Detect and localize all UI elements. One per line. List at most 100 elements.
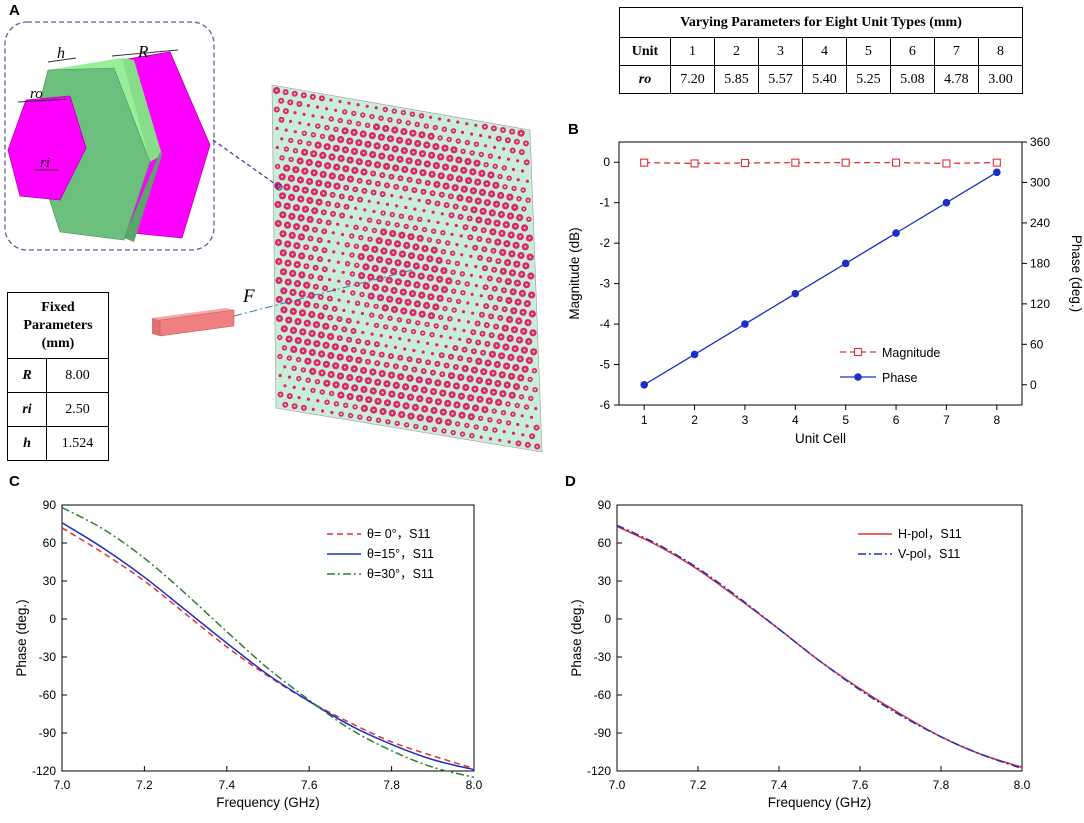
metasurface-cell <box>325 107 329 111</box>
y-tick-label: -90 <box>39 726 57 740</box>
metasurface-cell-hole <box>323 230 326 233</box>
metasurface-cell-hole <box>380 353 383 356</box>
metasurface-cell-hole <box>275 89 278 92</box>
metasurface-cell <box>342 289 346 293</box>
metasurface-cell-hole <box>325 344 328 347</box>
metasurface-cell-hole <box>522 207 525 210</box>
metasurface-cell <box>280 137 284 141</box>
metasurface-cell-hole <box>502 411 505 414</box>
metasurface-cell-hole <box>497 137 500 140</box>
metasurface-cell-hole <box>324 325 327 328</box>
metasurface-cell-hole <box>410 254 413 257</box>
metasurface-cell-hole <box>518 339 521 341</box>
metasurface-cell-hole <box>405 404 408 407</box>
substrate-side-face <box>122 58 162 162</box>
metasurface-cell-hole <box>446 242 449 244</box>
metasurface-cell-hole <box>357 340 360 343</box>
metasurface-cell-hole <box>400 413 403 416</box>
y-tick-label: 90 <box>598 498 612 512</box>
metasurface-cell-hole <box>501 373 504 376</box>
metasurface-cell-hole <box>353 367 356 370</box>
metasurface-cell-hole <box>340 176 343 179</box>
metasurface-cell-hole <box>413 387 416 390</box>
metasurface-cell-hole <box>487 239 490 242</box>
metasurface-cell-hole <box>420 114 423 117</box>
metasurface-cell <box>365 104 369 108</box>
y-tick-label-left: -5 <box>599 358 610 372</box>
metasurface-cell-hole <box>417 180 420 183</box>
metasurface-cell-hole <box>297 320 299 323</box>
metasurface-cell-hole <box>328 297 331 300</box>
metasurface-cell-hole <box>525 406 528 409</box>
metasurface-cell-hole <box>429 295 432 298</box>
metasurface-cell-hole <box>499 316 502 319</box>
metasurface-cell-hole <box>517 442 520 445</box>
y-tick-label: 0 <box>49 612 56 626</box>
fixed-row: h 1.524 <box>7 426 109 461</box>
metasurface-cell-hole <box>376 182 379 185</box>
metasurface-cell-hole <box>469 236 472 239</box>
metasurface-cell <box>320 115 324 119</box>
metasurface-cell <box>525 179 530 183</box>
unit-cell: 1 <box>670 37 715 66</box>
metasurface-cell <box>479 435 483 439</box>
metasurface-cell-hole <box>407 140 410 143</box>
metasurface-cell-hole <box>504 204 507 207</box>
metasurface-cell-hole <box>487 362 490 364</box>
metasurface-cell-hole <box>516 404 519 407</box>
metasurface-cell <box>448 336 453 340</box>
h-label: h <box>57 45 65 62</box>
metasurface-cell-hole <box>446 402 449 405</box>
fixed-value: 8.00 <box>46 358 109 393</box>
ro-cell: 5.85 <box>713 65 759 94</box>
metasurface-cell-hole <box>504 346 507 349</box>
x-tick-label: 7.4 <box>218 778 235 792</box>
metasurface-cell-hole <box>505 242 508 245</box>
metasurface-cell-hole <box>314 266 317 269</box>
metasurface-cell <box>349 215 353 219</box>
metasurface-cell-hole <box>499 175 502 178</box>
metasurface-cell-hole <box>377 419 380 422</box>
metasurface-cell <box>384 344 388 348</box>
metasurface-cell-hole <box>324 306 327 309</box>
series-line <box>644 161 997 165</box>
x-tick-label: 7.2 <box>690 778 707 792</box>
y-tick-label: 30 <box>598 574 612 588</box>
metasurface-cell <box>475 302 479 307</box>
y-tick-label: 90 <box>43 498 57 512</box>
metasurface-cell-hole <box>283 308 285 311</box>
metasurface-cell <box>403 347 407 351</box>
metasurface-cell-hole <box>527 218 530 221</box>
x-tick-label: 8 <box>993 413 1000 427</box>
metasurface-cell-hole <box>390 393 393 396</box>
metasurface-cell <box>498 438 502 442</box>
metasurface-cell-hole <box>311 370 314 373</box>
metasurface-cell-hole <box>331 193 334 196</box>
metasurface-cell-hole <box>376 144 379 147</box>
metasurface-cell-hole <box>335 383 338 386</box>
y-tick-label: 60 <box>43 536 57 550</box>
metasurface-cell <box>465 122 469 126</box>
metasurface-cell-hole <box>306 341 309 344</box>
metasurface-cell-hole <box>464 367 467 370</box>
metasurface-cell-hole <box>353 150 356 153</box>
metasurface-cell-hole <box>434 287 437 289</box>
metasurface-cell-hole <box>390 374 393 377</box>
metasurface-cell-hole <box>406 263 409 266</box>
x-tick-label: 2 <box>691 413 698 427</box>
metasurface-cell <box>450 232 454 236</box>
metasurface-cell <box>356 320 360 324</box>
metasurface-cell-hole <box>481 332 484 335</box>
metasurface-cell-hole <box>375 125 378 128</box>
metasurface-cell-hole <box>414 425 417 428</box>
metasurface-cell-hole <box>433 268 436 271</box>
metasurface-cell-hole <box>355 226 358 229</box>
y-axis-label-left: Magnitude (dB) <box>567 227 582 319</box>
metasurface-cell-hole <box>284 91 287 94</box>
metasurface-cell-hole <box>396 422 399 425</box>
metasurface-cell-hole <box>457 300 460 303</box>
metasurface-cell-hole <box>405 423 408 426</box>
metasurface-cell <box>385 202 390 206</box>
metasurface-cell-hole <box>447 279 450 282</box>
metasurface-cell-hole <box>291 253 294 256</box>
